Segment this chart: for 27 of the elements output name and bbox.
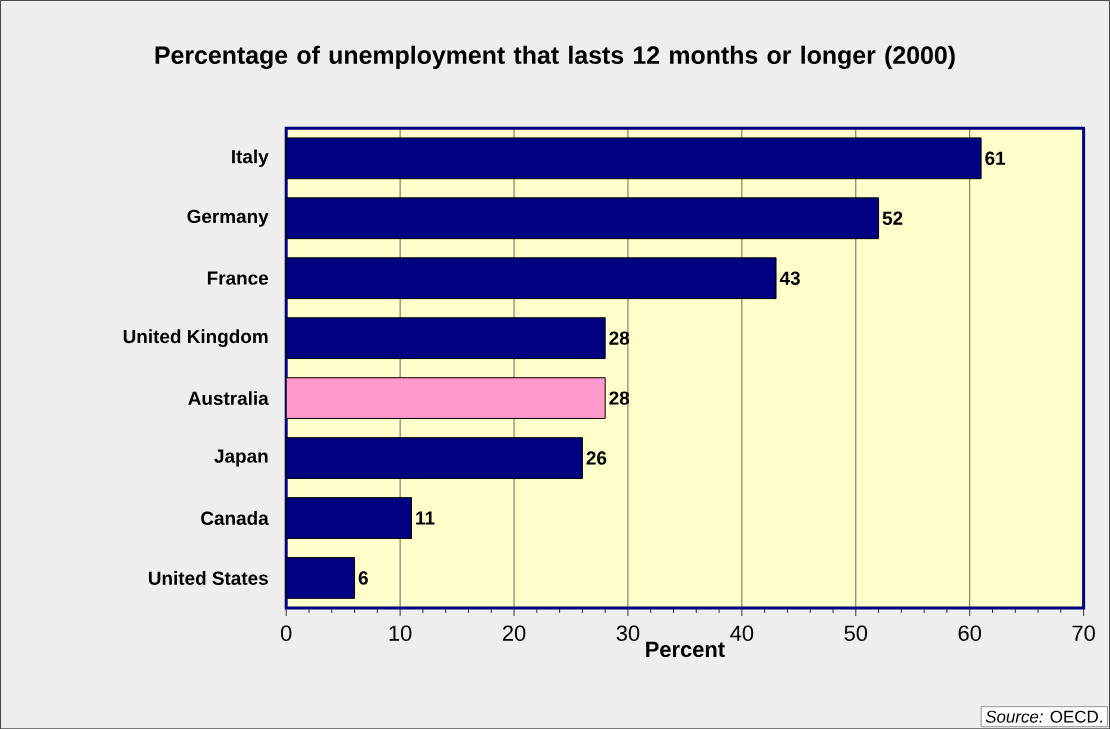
x-tick-label: 60 [958,625,982,641]
y-tick-label: Germany [187,209,269,227]
x-tick-label: 40 [730,625,754,641]
data-label: 28 [609,391,630,405]
text: Source: OECD. [985,710,1102,723]
x-axis-title: Percent [646,641,725,657]
data-label: 52 [882,211,903,225]
data-label: 43 [779,271,800,285]
x-tick-label: 10 [389,625,412,641]
data-label: 11 [416,511,435,525]
x-tick-label: 0 [280,625,292,641]
y-tick-label: United States [148,570,268,585]
y-tick-label: Canada [201,510,269,525]
data-label: 26 [586,451,607,465]
data-label: 6 [358,571,368,585]
x-tick-label: 50 [844,625,868,641]
y-tick-label: United Kingdom [123,329,268,347]
data-label: 28 [609,331,630,345]
chart-title: Percentage of unemployment that lasts 12 months or longer (2000) [155,45,955,69]
data-label: 61 [985,151,1006,165]
x-tick-label: 30 [616,625,640,641]
x-tick-label: 20 [502,625,526,641]
x-tick-label: 70 [1072,625,1095,641]
y-tick-label: Australia [188,391,269,405]
y-tick-label: France [207,271,269,285]
y-tick-label: Italy [232,149,269,167]
y-tick-label: Japan [214,449,268,467]
